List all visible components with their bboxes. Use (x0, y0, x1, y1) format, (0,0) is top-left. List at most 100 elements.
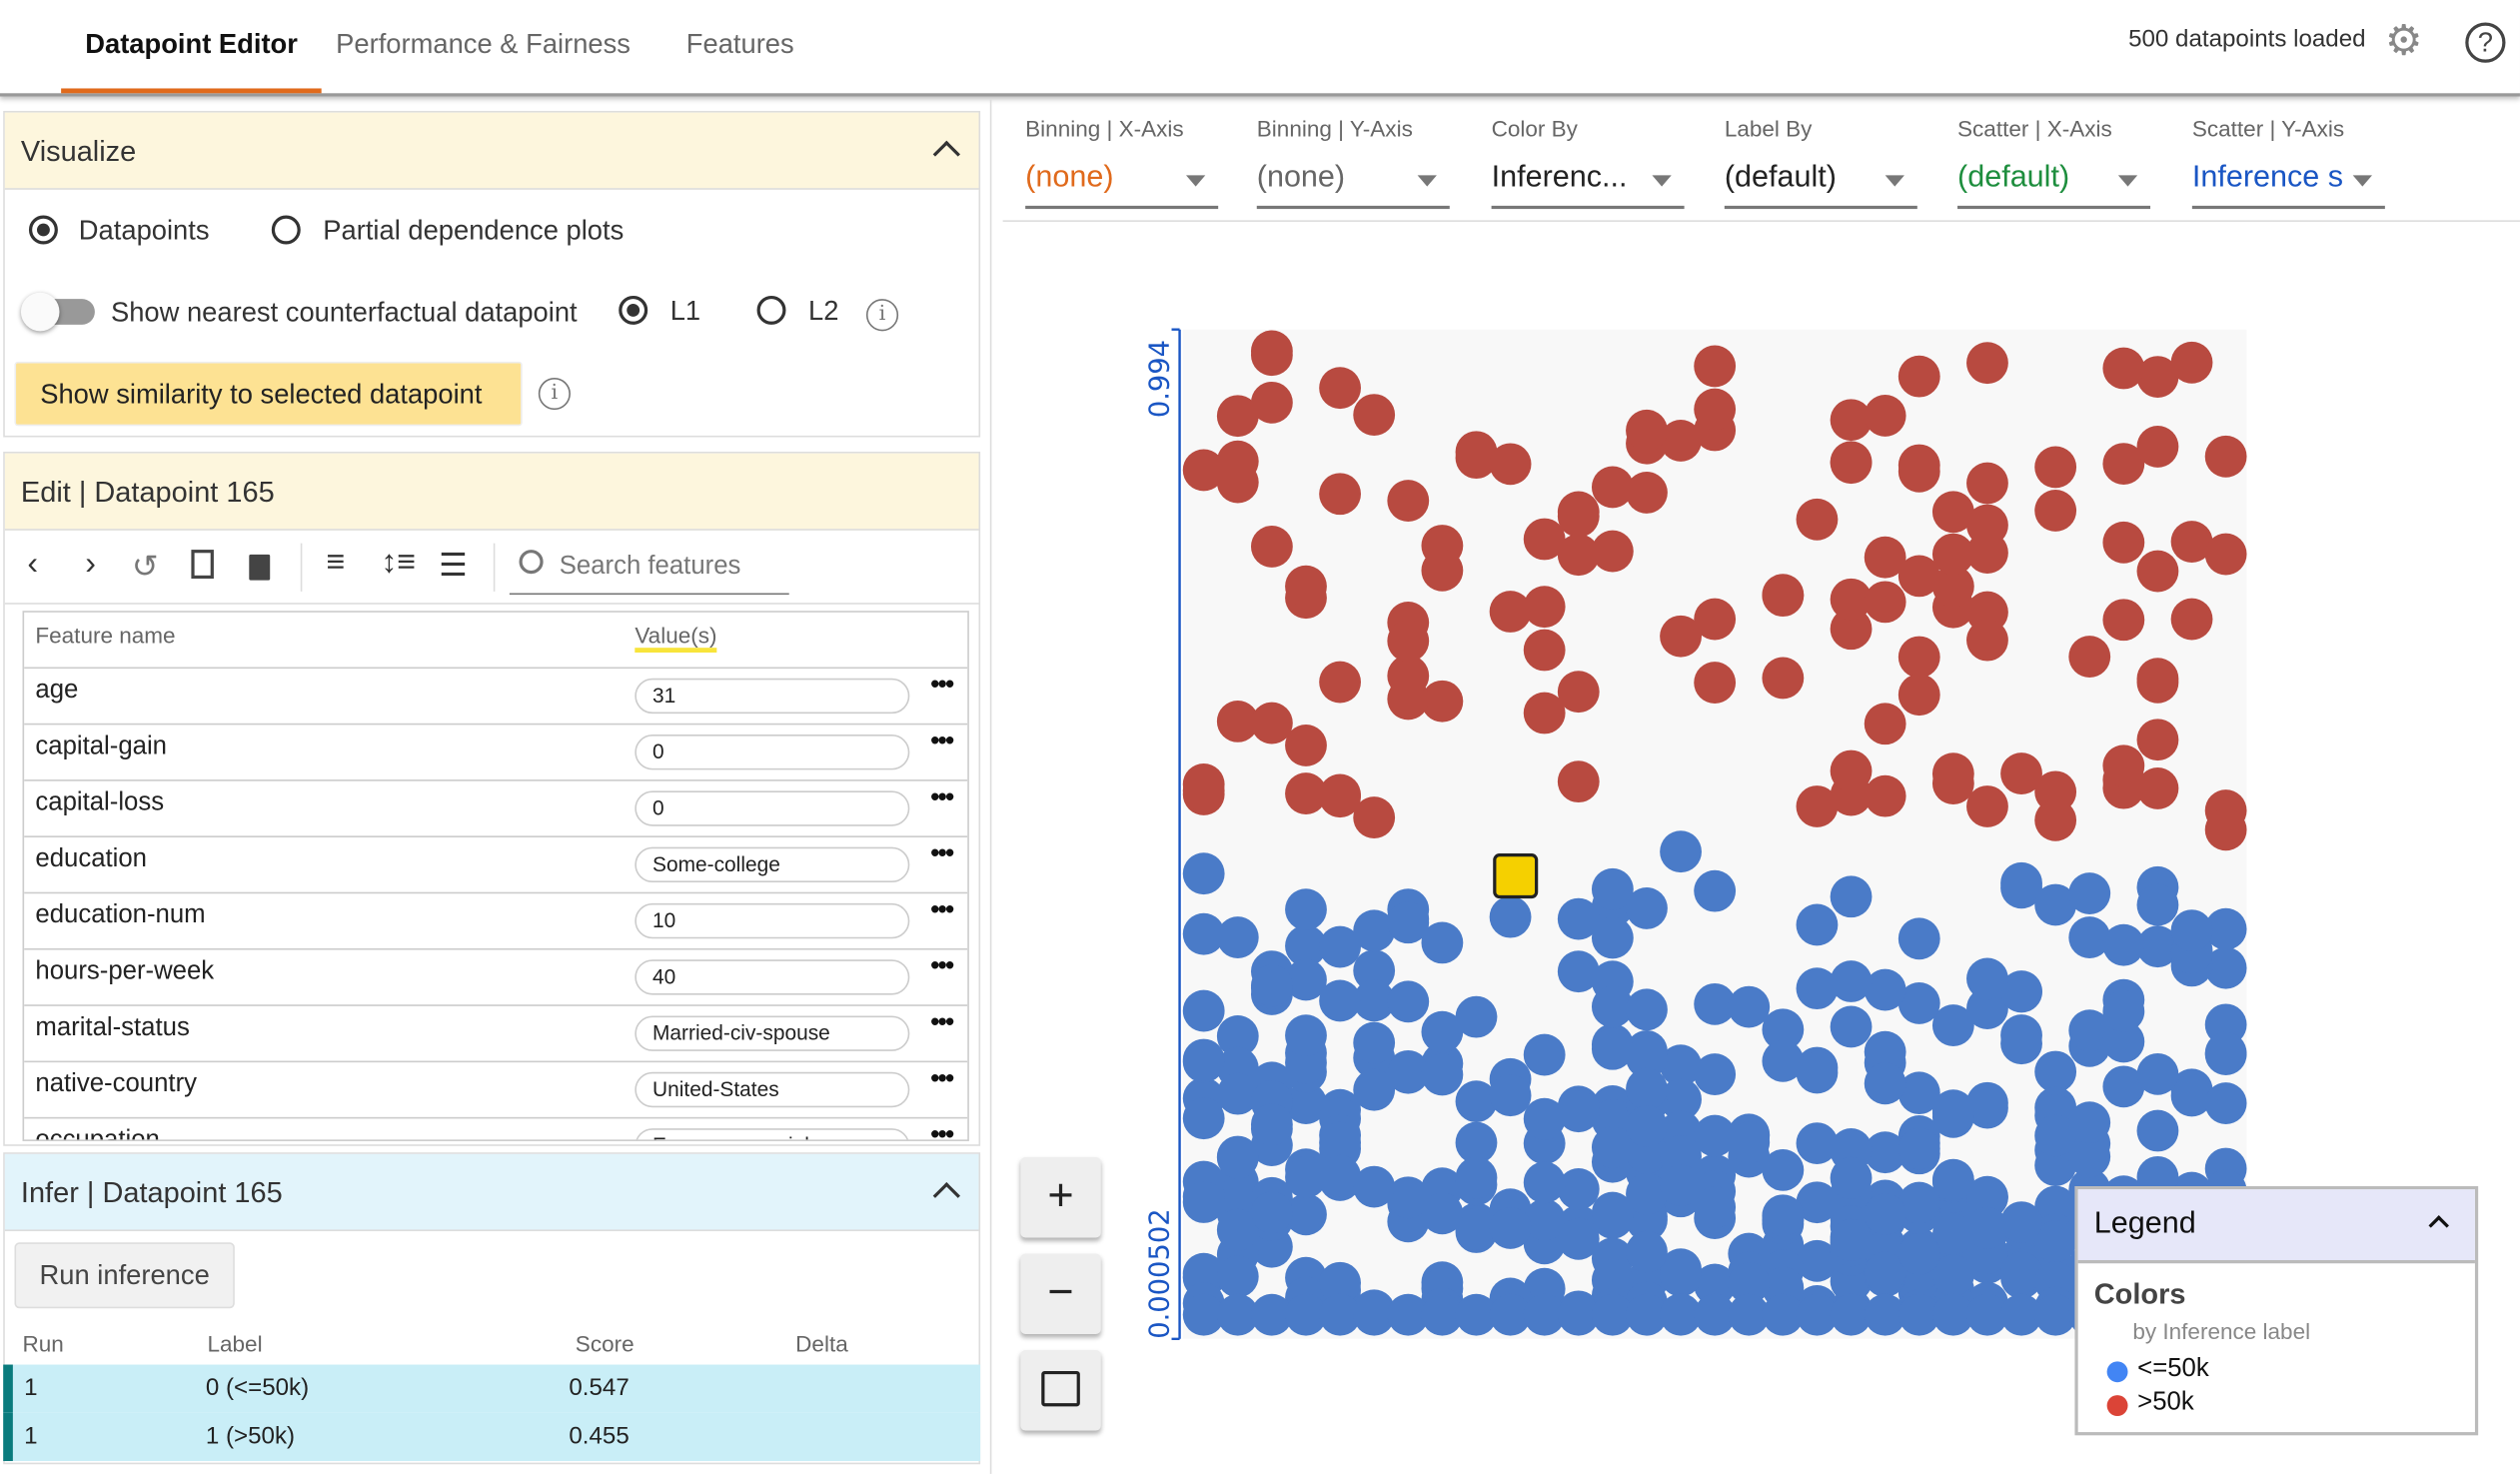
datapoint-le50k[interactable] (1489, 1074, 1532, 1117)
datapoint-gt50k[interactable] (1694, 598, 1737, 641)
datapoint-le50k[interactable] (2068, 1009, 2111, 1052)
datapoint-gt50k[interactable] (1216, 440, 1259, 483)
datapoint-gt50k[interactable] (1523, 692, 1566, 735)
visualize-header[interactable]: Visualize (4, 112, 979, 190)
datapoint-gt50k[interactable] (2136, 767, 2179, 809)
datapoint-le50k[interactable] (2136, 925, 2179, 968)
datapoint-gt50k[interactable] (1319, 775, 1361, 818)
more-options-icon[interactable]: ••• (930, 1065, 954, 1093)
dropdown-control[interactable]: Scatter | Y-Axis Inference s (2191, 116, 2385, 210)
datapoint-le50k[interactable] (1250, 964, 1293, 1007)
datapoint-le50k[interactable] (2000, 1293, 2042, 1336)
datapoint-le50k[interactable] (1796, 1239, 1839, 1282)
datapoint-le50k[interactable] (1830, 1156, 1873, 1199)
datapoint-gt50k[interactable] (1182, 449, 1225, 492)
datapoint-le50k[interactable] (1182, 1252, 1225, 1295)
datapoint-le50k[interactable] (1762, 1039, 1805, 1082)
datapoint-gt50k[interactable] (1830, 608, 1873, 651)
datapoint-gt50k[interactable] (1421, 680, 1464, 723)
datapoint-le50k[interactable] (1931, 1004, 1974, 1046)
datapoint-le50k[interactable] (1864, 1251, 1906, 1294)
datapoint-le50k[interactable] (1489, 895, 1532, 938)
next-icon[interactable]: › (85, 546, 96, 583)
datapoint-gt50k[interactable] (2170, 521, 2213, 563)
datapoint-le50k[interactable] (1660, 1044, 1702, 1087)
datapoint-le50k[interactable] (1796, 1181, 1839, 1224)
datapoint-gt50k[interactable] (2102, 599, 2145, 642)
datapoint-le50k[interactable] (1966, 1206, 2008, 1249)
datapoint-le50k[interactable] (1285, 1156, 1327, 1198)
history-icon[interactable]: ↺ (131, 550, 159, 586)
datapoint-le50k[interactable] (1523, 1033, 1566, 1076)
feature-value-input[interactable]: 40 (634, 959, 910, 995)
duplicate-icon[interactable] (191, 550, 214, 580)
datapoint-le50k[interactable] (1250, 1103, 1293, 1146)
datapoint-gt50k[interactable] (1489, 443, 1532, 486)
gear-icon[interactable]: ⚙ (2384, 16, 2423, 65)
datapoint-gt50k[interactable] (2204, 435, 2247, 478)
datapoint-gt50k[interactable] (2136, 658, 2179, 701)
datapoint-le50k[interactable] (1966, 987, 2008, 1029)
datapoint-gt50k[interactable] (1762, 574, 1805, 617)
datapoint-le50k[interactable] (1626, 1105, 1668, 1147)
datapoint-le50k[interactable] (1660, 1135, 1702, 1177)
datapoint-le50k[interactable] (1285, 958, 1327, 1001)
datapoint-gt50k[interactable] (2034, 490, 2077, 532)
datapoint-le50k[interactable] (1591, 1259, 1634, 1301)
datapoint-gt50k[interactable] (2068, 636, 2111, 679)
datapoint-le50k[interactable] (1421, 1192, 1464, 1235)
datapoint-le50k[interactable] (1557, 1167, 1600, 1210)
datapoint-le50k[interactable] (2204, 907, 2247, 950)
datapoint-gt50k[interactable] (1897, 555, 1940, 598)
datapoint-le50k[interactable] (1864, 1062, 1906, 1105)
datapoint-gt50k[interactable] (1897, 355, 1940, 398)
datapoint-le50k[interactable] (1455, 995, 1498, 1038)
datapoint-le50k[interactable] (1830, 875, 1873, 918)
datapoint-le50k[interactable] (1557, 1293, 1600, 1336)
datapoint-le50k[interactable] (1250, 1293, 1293, 1336)
datapoint-gt50k[interactable] (1387, 620, 1430, 663)
datapoint-le50k[interactable] (1285, 1014, 1327, 1057)
datapoint-le50k[interactable] (1387, 980, 1430, 1023)
infer-header[interactable]: Infer | Datapoint 165 (4, 1153, 979, 1232)
search-features-input[interactable]: Search features (509, 544, 789, 596)
datapoint-gt50k[interactable] (1250, 381, 1293, 424)
datapoint-gt50k[interactable] (1864, 536, 1906, 579)
datapoint-le50k[interactable] (1285, 1293, 1327, 1336)
datapoint-gt50k[interactable] (1660, 420, 1702, 462)
datapoint-le50k[interactable] (1353, 979, 1396, 1022)
datapoint-gt50k[interactable] (1830, 441, 1873, 484)
dropdown-value[interactable]: (default) (1957, 161, 2151, 210)
datapoint-le50k[interactable] (1864, 1030, 1906, 1073)
datapoint-gt50k[interactable] (1694, 662, 1737, 704)
datapoint-gt50k[interactable] (1319, 473, 1361, 516)
datapoint-le50k[interactable] (1931, 1293, 1974, 1336)
datapoint-le50k[interactable] (1626, 1172, 1668, 1215)
datapoint-le50k[interactable] (2068, 1135, 2111, 1178)
datapoint-le50k[interactable] (1728, 1121, 1771, 1164)
datapoint-le50k[interactable] (1353, 1165, 1396, 1208)
datapoint-le50k[interactable] (1762, 1194, 1805, 1237)
datapoint-le50k[interactable] (1864, 1293, 1906, 1336)
radio-l2[interactable] (756, 295, 786, 325)
dropdown-value[interactable]: (none) (1256, 161, 1450, 210)
datapoint-le50k[interactable] (1864, 1193, 1906, 1235)
datapoint-gt50k[interactable] (1762, 657, 1805, 700)
datapoint-le50k[interactable] (1762, 1293, 1805, 1336)
datapoint-le50k[interactable] (1182, 912, 1225, 955)
datapoint-le50k[interactable] (1931, 1254, 1974, 1297)
datapoint-le50k[interactable] (1830, 1218, 1873, 1261)
help-icon[interactable]: ? (2465, 22, 2506, 63)
datapoint-le50k[interactable] (1523, 1293, 1566, 1336)
datapoint-le50k[interactable] (2204, 1082, 2247, 1124)
datapoint-le50k[interactable] (2034, 1144, 2077, 1186)
datapoint-gt50k[interactable] (1250, 526, 1293, 568)
datapoint-le50k[interactable] (2170, 1074, 2213, 1117)
datapoint-le50k[interactable] (1897, 982, 1940, 1024)
datapoint-le50k[interactable] (1557, 897, 1600, 940)
datapoint-le50k[interactable] (1626, 988, 1668, 1031)
dropdown-arrow-icon[interactable] (2352, 175, 2372, 187)
dropdown-value[interactable]: (none) (1025, 161, 1219, 210)
datapoint-le50k[interactable] (2136, 883, 2179, 926)
datapoint-gt50k[interactable] (1660, 615, 1702, 658)
